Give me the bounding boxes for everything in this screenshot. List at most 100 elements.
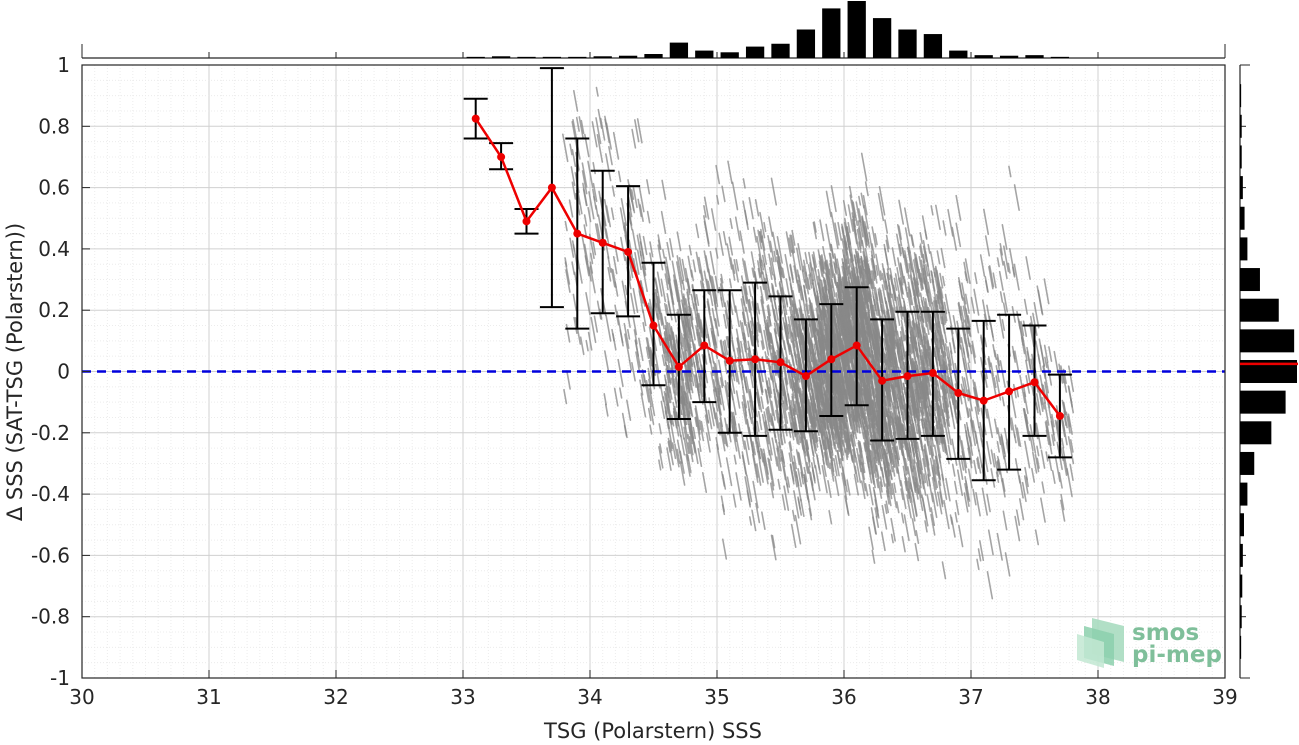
scatter-point: [847, 407, 851, 421]
scatter-point: [870, 434, 876, 459]
scatter-point: [725, 336, 730, 349]
scatter-point: [927, 243, 931, 254]
scatter-point: [685, 313, 692, 343]
scatter-point: [751, 448, 757, 466]
scatter-point: [872, 330, 878, 347]
scatter-point: [875, 387, 881, 408]
scatter-point: [885, 311, 891, 334]
scatter-point: [838, 359, 845, 385]
scatter-point: [689, 428, 696, 454]
scatter-point: [667, 441, 671, 453]
scatter-point: [760, 272, 765, 290]
scatter-point: [722, 230, 727, 246]
y-tick-label: 0: [57, 360, 70, 384]
scatter-point: [895, 306, 901, 326]
scatter-point: [927, 289, 934, 315]
scatter-point: [862, 195, 868, 216]
scatter-point: [705, 432, 711, 453]
scatter-point: [914, 477, 920, 494]
scatter-point: [630, 292, 636, 315]
scatter-point: [697, 448, 703, 468]
scatter-point: [988, 265, 995, 288]
scatter-point: [605, 205, 612, 228]
scatter-point: [970, 296, 975, 314]
top-histogram-bar: [669, 42, 689, 58]
scatter-point: [880, 531, 886, 552]
scatter-point: [871, 549, 876, 564]
right-histogram-bar: [1240, 390, 1286, 414]
scatter-point: [862, 388, 869, 412]
scatter-point: [867, 332, 873, 353]
scatter-point: [619, 387, 623, 399]
scatter-point: [803, 290, 810, 315]
scatter-point: [734, 305, 740, 328]
scatter-point: [861, 366, 866, 383]
scatter-point: [580, 119, 585, 134]
scatter-point: [779, 433, 783, 446]
scatter-point: [844, 430, 850, 450]
scatter-point: [800, 285, 806, 308]
y-tick-label: -0.2: [31, 421, 70, 445]
scatter-point: [870, 507, 877, 535]
scatter-point: [933, 459, 939, 476]
scatter-point: [812, 402, 816, 414]
scatter-point: [619, 329, 624, 347]
scatter-point: [865, 424, 871, 446]
scatter-point: [689, 417, 695, 440]
scatter-point: [685, 371, 692, 400]
scatter-point: [704, 403, 710, 424]
scatter-point: [1044, 373, 1050, 394]
scatter-point: [1029, 323, 1035, 348]
scatter-point: [949, 514, 953, 525]
scatter-point: [897, 257, 904, 286]
scatter-point: [658, 423, 662, 435]
scatter-point: [863, 221, 871, 248]
scatter-point: [720, 470, 726, 487]
scatter-point: [857, 366, 863, 391]
scatter-point: [848, 323, 855, 348]
scatter-point: [817, 249, 825, 279]
scatter-point: [715, 412, 721, 436]
scatter-point: [950, 379, 957, 403]
scatter-point: [1035, 340, 1041, 364]
scatter-point: [927, 308, 933, 333]
scatter-point: [841, 397, 847, 419]
mean-point: [1005, 387, 1014, 396]
scatter-point: [872, 304, 876, 315]
scatter-point: [915, 310, 921, 326]
scatter-point: [879, 476, 883, 488]
scatter-point: [922, 260, 928, 283]
scatter-point: [769, 365, 775, 383]
scatter-point: [748, 285, 752, 297]
scatter-point: [815, 297, 819, 307]
scatter-point: [1024, 440, 1031, 469]
scatter-point: [887, 422, 892, 435]
scatter-point: [818, 335, 824, 354]
scatter-point: [901, 423, 908, 451]
scatter-point: [1048, 346, 1053, 362]
scatter-point: [1034, 453, 1040, 473]
scatter-point: [825, 190, 832, 218]
scatter-point: [798, 452, 804, 477]
scatter-point: [735, 258, 740, 272]
scatter-point: [953, 480, 958, 495]
top-histogram-bar: [872, 18, 892, 59]
scatter-point: [1014, 424, 1020, 447]
mean-point: [598, 238, 607, 247]
scatter-point: [585, 339, 589, 352]
scatter-point: [760, 299, 766, 324]
scatter-point: [787, 323, 793, 343]
scatter-point: [932, 400, 937, 412]
logo-line-1: smos: [1132, 620, 1199, 646]
scatter-point: [910, 502, 916, 522]
scatter-point: [854, 259, 859, 274]
scatter-point: [832, 341, 837, 359]
scatter-point: [983, 337, 988, 348]
scatter-point: [827, 282, 833, 303]
scatter-point: [960, 440, 968, 469]
scatter-point: [873, 432, 878, 445]
scatter-point: [996, 460, 1001, 475]
scatter-point: [783, 312, 790, 339]
scatter-point: [573, 316, 578, 335]
scatter-point: [930, 507, 936, 527]
